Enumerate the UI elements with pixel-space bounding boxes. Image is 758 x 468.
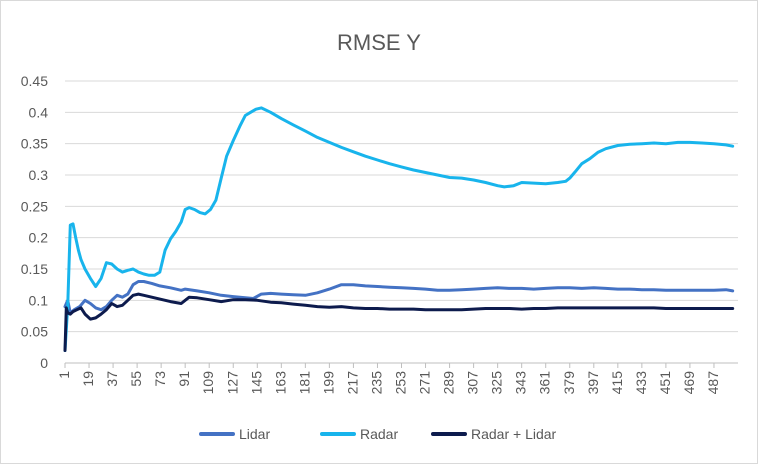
x-tick-label: 253: [393, 371, 409, 395]
y-tick-label: 0.3: [29, 167, 49, 183]
x-tick-label: 91: [176, 371, 192, 387]
chart-title: RMSE Y: [337, 30, 421, 55]
legend-label: Radar + Lidar: [471, 426, 557, 442]
x-tick-label: 289: [441, 371, 457, 395]
x-tick-label: 19: [80, 371, 96, 387]
x-tick-label: 73: [152, 371, 168, 387]
y-tick-label: 0.4: [29, 104, 49, 120]
x-tick-label: 163: [272, 371, 288, 395]
y-tick-label: 0.2: [29, 230, 49, 246]
x-tick-label: 469: [681, 371, 697, 395]
series-line-radar-lidar: [63, 292, 735, 352]
x-tick-label: 325: [489, 371, 505, 395]
series-line-lidar: [63, 280, 735, 315]
y-tick-label: 0.05: [21, 324, 48, 340]
y-tick-label: 0.15: [21, 261, 48, 277]
x-tick-label: 181: [296, 371, 312, 395]
plot-series: [63, 106, 735, 352]
x-tick-label: 55: [128, 371, 144, 387]
x-tick-label: 109: [200, 371, 216, 395]
x-tick-label: 271: [417, 371, 433, 395]
y-tick-label: 0.35: [21, 136, 48, 152]
x-tick-label: 451: [657, 371, 673, 395]
legend-label: Lidar: [239, 426, 270, 442]
x-tick-label: 307: [465, 371, 481, 395]
y-tick-label: 0.25: [21, 198, 48, 214]
x-tick-label: 361: [537, 371, 553, 395]
x-tick-label: 127: [224, 371, 240, 395]
x-tick-label: 343: [513, 371, 529, 395]
x-tick-label: 397: [585, 371, 601, 395]
x-tick-label: 1: [56, 371, 72, 379]
legend: Lidar Radar Radar + Lidar: [199, 426, 557, 442]
x-tick-label: 217: [344, 371, 360, 395]
y-tick-label: 0.45: [21, 73, 48, 89]
x-tick-label: 199: [320, 371, 336, 395]
legend-label: Radar: [360, 426, 398, 442]
x-tick-label: 235: [368, 371, 384, 395]
gridlines: [65, 80, 738, 364]
x-tick-label: 37: [104, 371, 120, 387]
y-axis: 0 0.05 0.1 0.15 0.2 0.25 0.3 0.35 0.4 0.45: [21, 73, 48, 371]
x-tick-label: 379: [561, 371, 577, 395]
series-line-radar: [63, 106, 735, 352]
y-tick-label: 0: [40, 355, 48, 371]
x-axis: 1 19 37 55 73 91 109 127 145 163 181 199 217 235 253 27…: [56, 362, 738, 395]
x-tick-label: 415: [609, 371, 625, 395]
x-tick-label: 487: [705, 371, 721, 395]
x-tick-label: 145: [248, 371, 264, 395]
y-tick-label: 0.1: [29, 292, 49, 308]
x-tick-label: 433: [633, 371, 649, 395]
